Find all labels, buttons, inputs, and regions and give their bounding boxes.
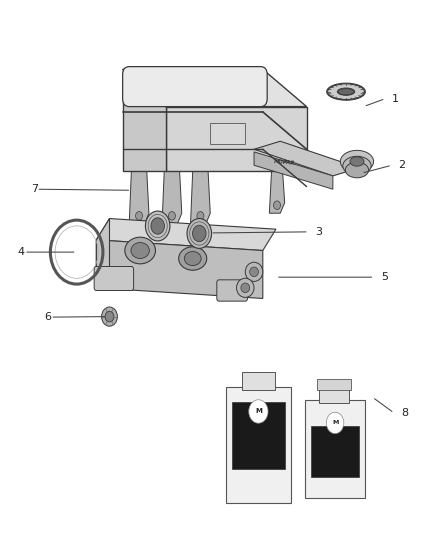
- FancyBboxPatch shape: [217, 280, 247, 301]
- Ellipse shape: [125, 237, 155, 264]
- Text: 2: 2: [399, 160, 406, 170]
- Text: MOPAR: MOPAR: [274, 159, 296, 166]
- Circle shape: [136, 212, 142, 220]
- Polygon shape: [96, 240, 263, 298]
- Polygon shape: [96, 219, 276, 251]
- FancyBboxPatch shape: [305, 400, 365, 498]
- Polygon shape: [129, 171, 149, 224]
- Polygon shape: [123, 69, 307, 107]
- Text: M: M: [255, 408, 262, 415]
- FancyBboxPatch shape: [242, 372, 275, 390]
- Bar: [311, 426, 359, 477]
- Text: M: M: [332, 421, 338, 425]
- Text: 1: 1: [392, 94, 399, 103]
- Ellipse shape: [179, 247, 207, 270]
- Circle shape: [187, 219, 212, 248]
- FancyBboxPatch shape: [317, 379, 351, 390]
- Circle shape: [151, 218, 164, 234]
- Polygon shape: [210, 123, 245, 144]
- FancyBboxPatch shape: [319, 388, 349, 403]
- Ellipse shape: [327, 83, 365, 100]
- Ellipse shape: [237, 278, 254, 297]
- Polygon shape: [191, 171, 210, 224]
- Text: 3: 3: [315, 227, 322, 237]
- Circle shape: [145, 211, 170, 241]
- Ellipse shape: [131, 243, 149, 259]
- Text: 8: 8: [401, 408, 408, 418]
- Ellipse shape: [338, 88, 354, 95]
- Circle shape: [193, 225, 206, 241]
- Circle shape: [168, 212, 175, 220]
- Ellipse shape: [340, 150, 374, 173]
- Text: 5: 5: [381, 272, 388, 282]
- Text: 6: 6: [44, 312, 51, 322]
- Polygon shape: [123, 69, 166, 171]
- Ellipse shape: [343, 156, 371, 175]
- Text: 7: 7: [31, 184, 38, 194]
- Circle shape: [105, 311, 114, 322]
- Ellipse shape: [250, 267, 258, 277]
- Circle shape: [197, 212, 204, 220]
- Ellipse shape: [328, 84, 364, 100]
- Bar: [232, 402, 285, 469]
- Polygon shape: [166, 107, 307, 171]
- Ellipse shape: [337, 88, 355, 95]
- Circle shape: [326, 413, 344, 434]
- Circle shape: [102, 307, 117, 326]
- FancyBboxPatch shape: [123, 67, 267, 107]
- Text: 4: 4: [18, 247, 25, 257]
- FancyBboxPatch shape: [226, 387, 291, 503]
- Polygon shape: [162, 171, 182, 224]
- Polygon shape: [254, 152, 333, 189]
- Ellipse shape: [245, 262, 263, 281]
- Polygon shape: [96, 219, 110, 288]
- Ellipse shape: [345, 162, 369, 178]
- Polygon shape: [254, 141, 359, 176]
- Polygon shape: [269, 171, 285, 213]
- Ellipse shape: [184, 252, 201, 265]
- Circle shape: [249, 400, 268, 423]
- Ellipse shape: [350, 157, 364, 166]
- Ellipse shape: [241, 283, 250, 293]
- Circle shape: [273, 201, 281, 209]
- FancyBboxPatch shape: [94, 266, 134, 290]
